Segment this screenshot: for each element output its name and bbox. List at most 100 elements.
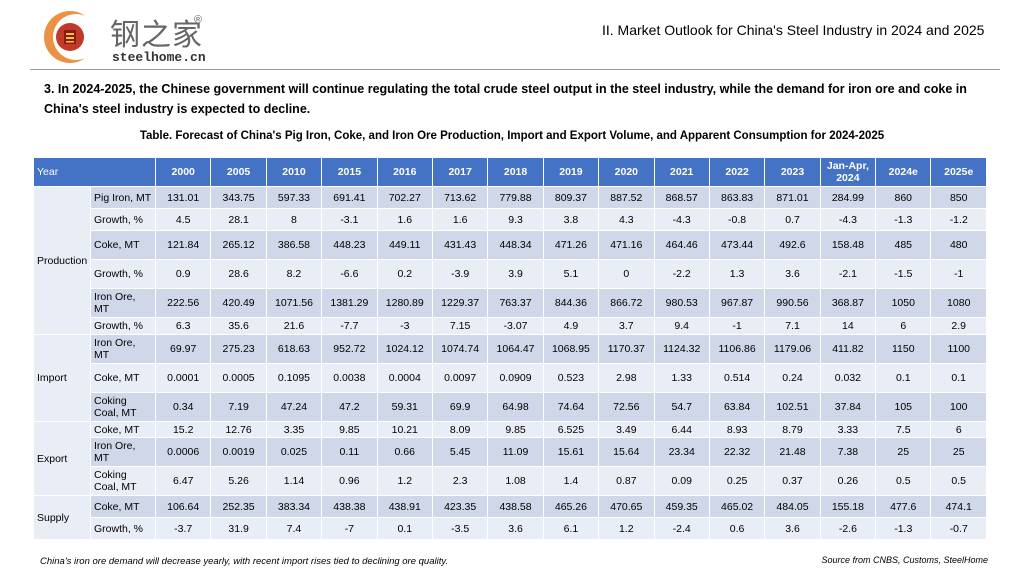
table-cell: 0.1 [376, 517, 433, 540]
row-label: Iron Ore, MT [90, 334, 156, 364]
table-cell: 106.64 [154, 495, 212, 518]
table-cell: -2.2 [653, 259, 710, 289]
year-header: Year [33, 157, 156, 187]
table-cell: 14 [819, 317, 877, 335]
table-cell: -4.3 [819, 208, 877, 231]
table-row: Export Coke, MT 15.2 12.76 3.35 9.85 10.21 8.09… [33, 421, 987, 496]
col-header: 2022 [708, 157, 766, 187]
table-cell: 1068.95 [542, 334, 600, 364]
table-row: Supply Coke, MT 106.64 252.35 383.34 438.38 43… [33, 495, 987, 540]
table-cell: -0.8 [708, 208, 766, 231]
table-row: Growth, % 6.3 35.6 21.6 -7.7 -3 7.15 -3.07 4.9 3.… [34, 317, 987, 335]
table-cell: 3.8 [542, 208, 600, 231]
logo-domain-text: steelhome.cn [112, 50, 206, 65]
table-cell: 990.56 [764, 288, 821, 318]
table-row: Growth, % 0.9 28.6 8.2 -6.6 0.2 -3.9 3.9 5.1 0 -2.… [34, 259, 987, 289]
table-cell: 4.5 [154, 208, 212, 231]
table-cell: 0.0006 [154, 437, 212, 467]
table-cell: 980.53 [653, 288, 710, 318]
row-label: Growth, % [90, 317, 156, 335]
table-cell: 2.98 [598, 363, 655, 393]
table-cell: 438.91 [376, 495, 433, 518]
table-cell: 1280.89 [376, 288, 433, 318]
table-cell: 484.05 [764, 495, 821, 518]
header-divider [30, 69, 1000, 70]
table-cell: 155.18 [819, 495, 877, 518]
table-cell: 0.032 [819, 363, 877, 393]
table-cell: 0.24 [764, 363, 821, 393]
col-header: 2010 [265, 157, 323, 187]
row-label: Coking Coal, MT [90, 466, 156, 496]
table-cell: 1050 [875, 288, 932, 318]
table-cell: 7.15 [431, 317, 489, 335]
table-cell: -1.5 [875, 259, 932, 289]
row-label: Iron Ore, MT [90, 437, 156, 467]
table-cell: 69.9 [431, 392, 489, 422]
table-cell: 25 [930, 437, 987, 467]
table-cell: 471.16 [598, 230, 655, 260]
row-label: Coke, MT [90, 363, 156, 393]
table-cell: -1 [708, 317, 766, 335]
table-cell: 449.11 [376, 230, 433, 260]
table-cell: 1.6 [376, 208, 433, 231]
col-header: 2024e [875, 157, 932, 187]
table-cell: 952.72 [321, 334, 378, 364]
table-cell: 6.525 [542, 421, 600, 438]
table-cell: 105 [875, 392, 932, 422]
table-cell: 1381.29 [321, 288, 378, 318]
table-cell: 868.57 [653, 186, 710, 209]
table-cell: 0.0019 [210, 437, 267, 467]
table-cell: 0.0001 [154, 363, 212, 393]
table-cell: 1.6 [431, 208, 489, 231]
table-cell: 9.85 [321, 421, 378, 438]
row-label: Coke, MT [90, 495, 156, 518]
table-cell: 850 [930, 186, 987, 209]
table-cell: 6.44 [653, 421, 710, 438]
table-cell: 438.58 [487, 495, 544, 518]
group-label: Import [33, 334, 91, 422]
table-cell: 3.6 [487, 517, 544, 540]
table-cell: 763.37 [487, 288, 544, 318]
steelhome-logo[interactable]: 钢之家 ® steelhome.cn [40, 8, 220, 66]
row-label: Iron Ore, MT [90, 288, 156, 318]
table-cell: 21.6 [265, 317, 323, 335]
table-cell: -3.07 [487, 317, 544, 335]
table-cell: 1106.86 [708, 334, 766, 364]
table-cell: 386.58 [265, 230, 323, 260]
table-cell: 3.49 [598, 421, 655, 438]
forecast-table: Year 2000 2005 2010 2015 2016 2017 2018 … [33, 157, 987, 540]
table-cell: 9.4 [653, 317, 710, 335]
table-cell: 0.0038 [321, 363, 378, 393]
table-cell: 8.79 [764, 421, 821, 438]
table-cell: 1.2 [598, 517, 655, 540]
table-cell: 25 [875, 437, 932, 467]
table-cell: -4.3 [653, 208, 710, 231]
table-cell: 0.5 [875, 466, 932, 496]
table-cell: 64.98 [487, 392, 544, 422]
table-cell: 597.33 [265, 186, 323, 209]
row-label: Growth, % [90, 259, 156, 289]
table-cell: 464.46 [653, 230, 710, 260]
table-cell: 0.514 [708, 363, 766, 393]
table-cell: 480 [930, 230, 987, 260]
table-cell: 7.4 [265, 517, 323, 540]
table-row: Iron Ore, MT 0.0006 0.0019 0.025 0.11 0.66 5.4… [34, 437, 987, 467]
table-cell: 411.82 [819, 334, 877, 364]
table-cell: -7 [321, 517, 378, 540]
col-header: 2020 [598, 157, 655, 187]
row-label: Coking Coal, MT [90, 392, 156, 422]
col-header: 2005 [210, 157, 267, 187]
table-cell: 470.65 [598, 495, 655, 518]
table-cell: 0.523 [542, 363, 600, 393]
table-cell: 0.96 [321, 466, 378, 496]
table-row: Coke, MT 121.84 265.12 386.58 448.23 449.11 43… [34, 230, 987, 260]
table-cell: -1.3 [875, 517, 932, 540]
table-cell: 0.0909 [487, 363, 544, 393]
table-row: Coking Coal, MT 0.34 7.19 47.24 47.2 59.31 69.… [34, 392, 987, 422]
table-cell: 343.75 [210, 186, 267, 209]
group-label: Production [33, 186, 91, 335]
table-cell: 1074.74 [431, 334, 489, 364]
table-cell: 284.99 [819, 186, 877, 209]
table-cell: -3.7 [154, 517, 212, 540]
table-cell: 0.1 [875, 363, 932, 393]
